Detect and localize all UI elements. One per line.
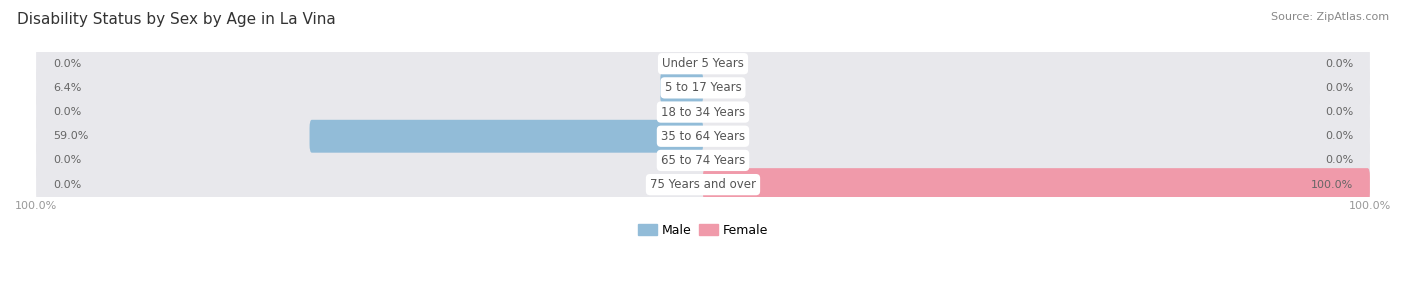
Text: 59.0%: 59.0%: [53, 131, 89, 141]
Text: 5 to 17 Years: 5 to 17 Years: [665, 81, 741, 94]
Text: 100.0%: 100.0%: [1310, 180, 1353, 190]
Text: 0.0%: 0.0%: [1324, 107, 1353, 117]
Text: 0.0%: 0.0%: [1324, 156, 1353, 165]
Text: 0.0%: 0.0%: [53, 59, 82, 69]
FancyBboxPatch shape: [309, 120, 703, 153]
Text: 6.4%: 6.4%: [53, 83, 82, 93]
Text: Source: ZipAtlas.com: Source: ZipAtlas.com: [1271, 12, 1389, 22]
Text: 35 to 64 Years: 35 to 64 Years: [661, 130, 745, 143]
FancyBboxPatch shape: [37, 163, 1369, 206]
Text: Under 5 Years: Under 5 Years: [662, 57, 744, 70]
Text: 0.0%: 0.0%: [53, 180, 82, 190]
Text: 0.0%: 0.0%: [1324, 131, 1353, 141]
FancyBboxPatch shape: [37, 66, 1369, 109]
Text: 75 Years and over: 75 Years and over: [650, 178, 756, 191]
Text: 65 to 74 Years: 65 to 74 Years: [661, 154, 745, 167]
FancyBboxPatch shape: [37, 139, 1369, 182]
FancyBboxPatch shape: [37, 91, 1369, 133]
Text: 0.0%: 0.0%: [53, 156, 82, 165]
Legend: Male, Female: Male, Female: [638, 224, 768, 237]
Text: 0.0%: 0.0%: [1324, 83, 1353, 93]
Text: 0.0%: 0.0%: [1324, 59, 1353, 69]
Text: 0.0%: 0.0%: [53, 107, 82, 117]
Text: Disability Status by Sex by Age in La Vina: Disability Status by Sex by Age in La Vi…: [17, 12, 336, 27]
Text: 18 to 34 Years: 18 to 34 Years: [661, 106, 745, 119]
FancyBboxPatch shape: [661, 71, 703, 104]
FancyBboxPatch shape: [703, 168, 1369, 201]
FancyBboxPatch shape: [37, 42, 1369, 85]
FancyBboxPatch shape: [37, 115, 1369, 157]
